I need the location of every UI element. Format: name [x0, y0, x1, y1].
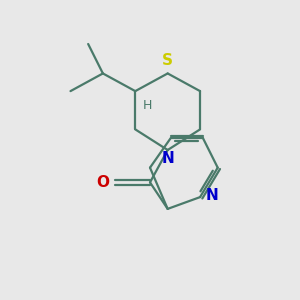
Text: O: O [96, 175, 110, 190]
Text: N: N [206, 188, 218, 203]
Text: S: S [162, 53, 173, 68]
Text: H: H [142, 99, 152, 112]
Text: N: N [161, 152, 174, 166]
